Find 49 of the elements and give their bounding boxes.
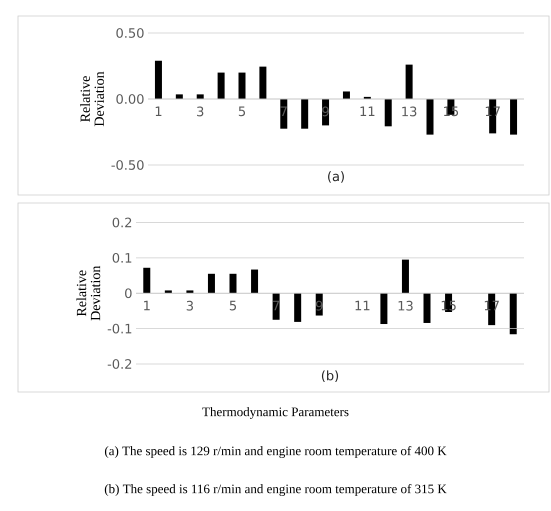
x-tick-label: 1 [156,106,162,116]
x-tick-label: 11 [360,106,374,116]
x-tick-label: 3 [197,106,204,116]
bar [251,270,258,294]
text: (a) The speed is 129 r/min and engine room temperature of 400 K [104,446,447,458]
x-tick-label: 7 [273,300,280,310]
bar [342,91,350,99]
x-tick-label: 11 [355,300,370,310]
y-tick-label: 0.2 [112,218,132,228]
x-tick-label: 13 [398,300,413,311]
bar [230,274,236,294]
y-tick-label: -0.1 [108,324,132,334]
x-tick-label: 9 [322,106,329,116]
bar [426,98,434,135]
y-tick-label: 0.50 [116,28,144,38]
y-tick-label: 0.00 [116,94,144,104]
bar [238,72,246,99]
text: (b) The speed is 116 r/min and engine room temperature of 315 K [104,484,447,496]
text: Thermodynamic Parameters [202,407,349,419]
bar [143,268,150,294]
y-tick-label: -0.2 [108,359,132,369]
bar [424,293,431,323]
bar [218,72,225,99]
x-axis-title: (a) [328,171,344,183]
bar [402,260,409,294]
bar [510,98,518,135]
x-tick-label: 7 [280,106,287,116]
y-tick-label: 0.1 [112,252,132,263]
y-axis-title: Relative Deviation [76,266,100,320]
x-tick-label: 5 [238,106,246,116]
bar [384,98,392,126]
bar [208,274,215,294]
x-tick-label: 3 [186,300,193,311]
y-tick-label: 0 [125,288,132,298]
x-tick-label: 1 [144,300,150,310]
bar [272,293,280,320]
bar [510,293,517,334]
x-tick-label: 5 [230,300,236,310]
bar [259,66,266,99]
x-tick-label: 15 [444,106,458,116]
bar [380,293,388,324]
y-axis-title: Relative Deviation [80,72,104,126]
bar [154,60,162,99]
x-axis-title: (b) [322,370,338,382]
y-tick-label: -0.50 [111,160,144,170]
bar [301,98,308,129]
x-tick-label: 13 [402,106,416,116]
bar [294,293,302,322]
bar [406,64,413,99]
